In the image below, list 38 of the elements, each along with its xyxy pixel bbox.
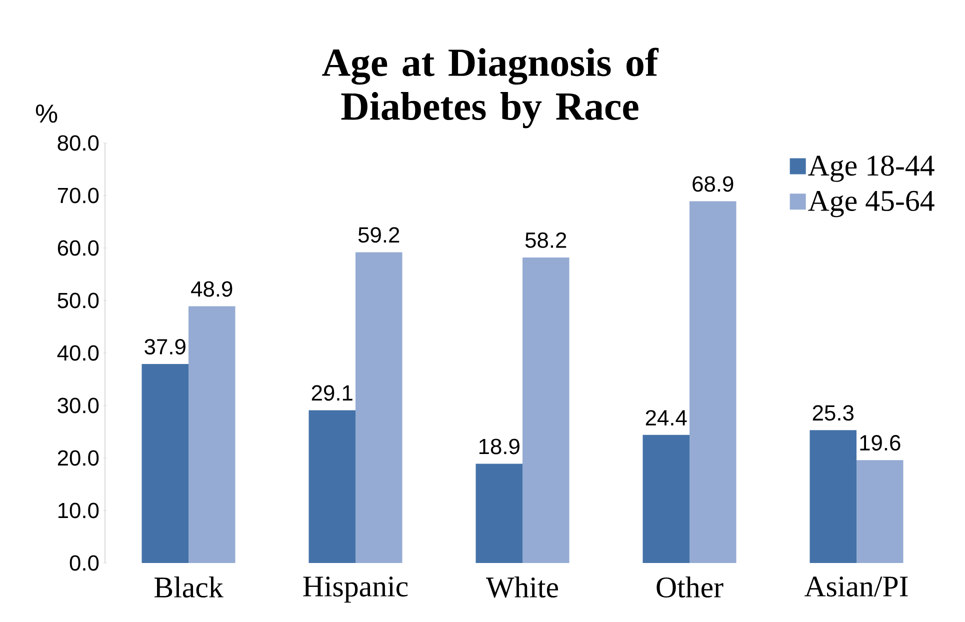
data-label: 58.2 [525, 232, 566, 248]
data-label: 19.6 [860, 435, 900, 451]
x-tick-label: Hispanic [303, 576, 408, 603]
y-tick-label: 20.0 [58, 450, 99, 466]
data-label: 37.9 [144, 338, 186, 355]
y-axis-title: % [36, 104, 58, 123]
y-tick-label: 0.0 [70, 555, 99, 571]
data-label: 68.9 [692, 176, 734, 192]
bar [142, 364, 188, 563]
data-label: 18.9 [479, 438, 520, 454]
bar [356, 252, 402, 563]
legend-label: Age 18-44 [808, 156, 934, 182]
chart-title: Age at Diagnosis of Diabetes by Race [322, 48, 659, 128]
data-label: 29.1 [312, 385, 352, 401]
y-tick-label: 60.0 [58, 240, 99, 256]
bar [308, 410, 356, 563]
bar [188, 306, 236, 563]
y-tick-label: 30.0 [58, 398, 99, 414]
y-tick-label: 50.0 [58, 292, 99, 308]
data-label: 25.3 [812, 405, 854, 421]
legend-label: Age 45-64 [808, 190, 934, 218]
data-label: 48.9 [191, 281, 232, 297]
y-tick-label: 10.0 [58, 502, 99, 518]
bar [642, 434, 690, 563]
data-label: 59.2 [358, 227, 400, 243]
x-tick-label: White [486, 576, 558, 598]
data-label: 24.4 [646, 410, 687, 426]
bar [690, 201, 736, 563]
bar [522, 257, 570, 563]
bar [476, 464, 523, 563]
x-tick-label: Other [656, 576, 724, 598]
x-tick-label: Asian/PI [804, 576, 908, 597]
y-tick-label: 40.0 [57, 345, 99, 361]
bar [810, 430, 857, 563]
x-tick-label: Black [154, 576, 224, 598]
y-tick-label: 80.0 [58, 135, 99, 151]
bar [856, 460, 904, 563]
y-tick-label: 70.0 [58, 188, 99, 204]
